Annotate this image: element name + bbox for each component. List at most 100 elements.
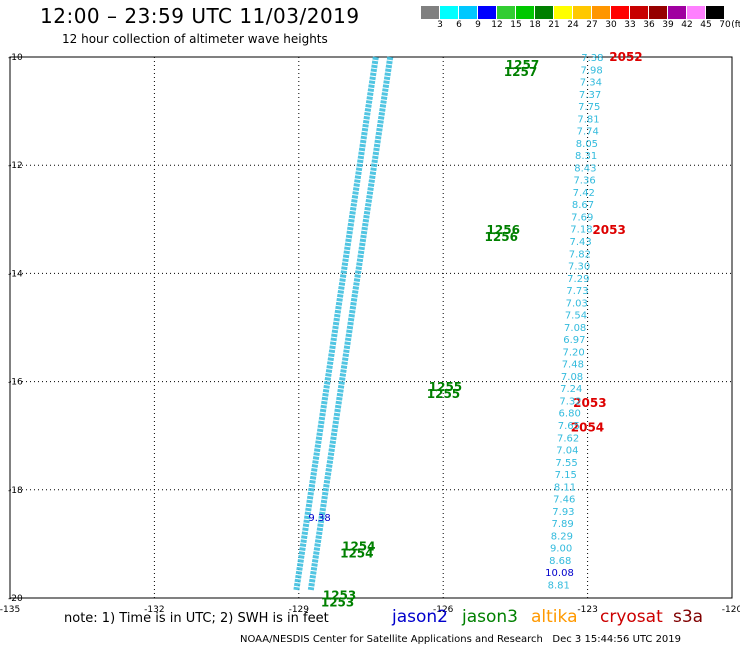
color-swatch	[478, 6, 497, 19]
color-scale-tick: 30	[605, 20, 617, 30]
swh-value: 8.11	[554, 482, 576, 493]
footer: NOAA/NESDIS Center for Satellite Applica…	[240, 634, 681, 645]
pass-number-label-shadow: 1253	[321, 595, 354, 609]
color-scale-bar	[421, 6, 725, 19]
color-swatch	[573, 6, 592, 19]
chart-title: 12:00 – 23:59 UTC 11/03/2019	[40, 4, 360, 28]
swh-value: 7.98	[580, 65, 602, 76]
color-scale-tick: 18	[529, 20, 541, 30]
color-scale-tick: 39	[662, 20, 674, 30]
swh-value: 7.89	[552, 519, 574, 530]
color-scale-tick: 15	[510, 20, 522, 30]
pass-number-label-shadow: 1255	[427, 387, 460, 401]
x-tick-label: -129	[289, 605, 310, 615]
color-scale-tick: 27	[586, 20, 598, 30]
swh-value: 7.29	[567, 274, 589, 285]
swh-value: 7.43	[570, 237, 592, 248]
color-scale-unit: (ft)	[731, 20, 740, 30]
x-tick-label: -132	[144, 605, 164, 615]
y-tick-label: -20	[8, 594, 23, 604]
swh-value: 7.93	[552, 507, 574, 518]
swh-value: 7.37	[579, 90, 601, 101]
swh-value: 9.00	[550, 544, 572, 555]
y-tick-label: -12	[8, 161, 23, 171]
swh-value: 8.81	[548, 580, 570, 591]
pass-number-label: 1253	[323, 588, 356, 602]
x-tick-label: -135	[0, 605, 20, 615]
swh-value: 7.46	[553, 495, 575, 506]
swh-value: 7.81	[577, 114, 599, 125]
swh-value: 7.62	[557, 433, 579, 444]
color-swatch	[535, 6, 554, 19]
swh-value: 10.08	[545, 568, 574, 579]
swh-value: 7.34	[580, 78, 602, 89]
swh-value: 8.67	[572, 200, 594, 211]
color-scale-tick: 42	[681, 20, 693, 30]
color-swatch	[668, 6, 687, 19]
color-swatch	[554, 6, 573, 19]
pass-number-label: 1255	[429, 380, 462, 394]
swh-value: 8.43	[574, 163, 596, 174]
swh-value: 7.08	[564, 323, 586, 334]
x-tick-label: -123	[577, 605, 597, 615]
plot-frame	[9, 56, 733, 599]
swh-value: 7.75	[578, 102, 600, 113]
swh-value: 7.82	[569, 249, 591, 260]
legend-item-cryosat: cryosat	[600, 607, 663, 627]
color-swatch	[516, 6, 535, 19]
swh-value: 8.05	[576, 139, 598, 150]
color-scale-tick: 36	[643, 20, 655, 30]
pass-number-label-shadow: 1254	[340, 547, 373, 561]
color-scale-tick: 6	[456, 20, 462, 30]
color-swatch	[649, 6, 668, 19]
swh-value: 7.54	[565, 311, 587, 322]
pass-number-label-shadow: 1257	[504, 65, 537, 79]
swh-value: 6.80	[559, 409, 581, 420]
color-swatch	[611, 6, 630, 19]
color-scale-tick: 21	[548, 20, 560, 30]
swh-value: 7.65	[558, 421, 580, 432]
legend-item-altika: altika	[531, 607, 578, 627]
color-scale-tick: 45	[700, 20, 712, 30]
color-scale-tick: 70	[719, 20, 731, 30]
color-swatch	[497, 6, 516, 19]
chart-subtitle: 12 hour collection of altimeter wave hei…	[62, 32, 328, 46]
swh-value: 7.69	[571, 212, 593, 223]
swh-value: 7.32	[559, 396, 581, 407]
swh-value: 7.42	[573, 188, 595, 199]
swh-value: 7.15	[555, 470, 577, 481]
color-swatch	[440, 6, 459, 19]
color-swatch	[687, 6, 706, 19]
track-value-label: 9.38	[308, 513, 330, 524]
legend-item-s3a: s3a	[673, 607, 704, 627]
satellite-track	[293, 56, 379, 591]
note-text: note: 1) Time is in UTC; 2) SWH is in fe…	[64, 611, 329, 626]
color-swatch	[459, 6, 478, 19]
footer-timestamp: Dec 3 15:44:56 UTC 2019	[552, 634, 682, 645]
pass-number-label: 2053	[592, 223, 625, 237]
swh-value: 7.24	[560, 384, 582, 395]
swh-value: 7.04	[556, 446, 578, 457]
swh-value: 7.38	[581, 53, 603, 64]
swh-value: 7.08	[561, 372, 583, 383]
color-swatch	[630, 6, 649, 19]
swh-value: 7.48	[562, 360, 584, 371]
footer-credit: NOAA/NESDIS Center for Satellite Applica…	[240, 634, 543, 645]
color-scale-tick: 24	[567, 20, 579, 30]
swh-value: 7.03	[566, 298, 588, 309]
swh-value: 7.74	[577, 127, 599, 138]
y-tick-label: -10	[8, 53, 23, 63]
legend-item-jason2: jason2	[392, 607, 448, 627]
swh-value: 8.68	[549, 556, 571, 567]
y-tick-label: -16	[8, 378, 23, 388]
color-scale-tick: 9	[475, 20, 481, 30]
swh-value: 7.36	[573, 176, 595, 187]
x-tick-label: -120	[722, 605, 740, 615]
color-scale-tick: 12	[491, 20, 503, 30]
color-swatch	[592, 6, 611, 19]
swh-value: 7.73	[566, 286, 588, 297]
swh-value: 7.55	[555, 458, 577, 469]
color-swatch	[421, 6, 440, 19]
